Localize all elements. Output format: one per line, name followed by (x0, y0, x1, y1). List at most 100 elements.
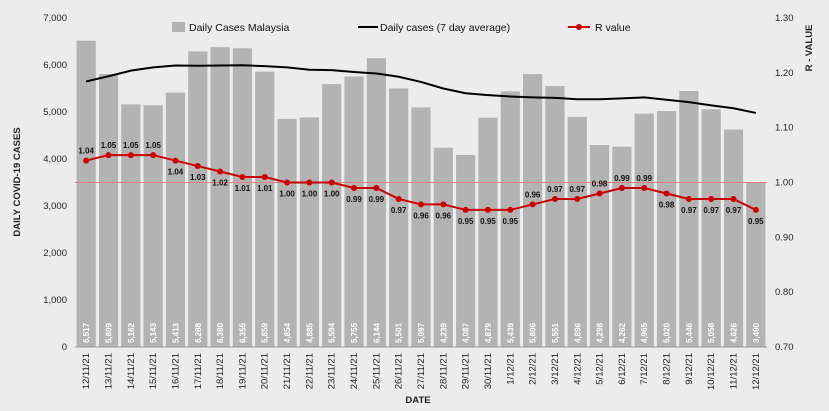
r-value-label: 0.98 (592, 179, 608, 188)
bar (634, 113, 654, 348)
bar (389, 88, 409, 347)
r-value-label: 1.03 (190, 173, 206, 182)
r-value-point (261, 174, 268, 181)
left-axis-tick: 5,000 (43, 107, 67, 118)
bar-value-label: 4,626 (730, 322, 739, 343)
x-axis-tick: 17/11/21 (193, 353, 204, 389)
legend-label: R value (595, 22, 631, 34)
r-value-label: 1.04 (78, 147, 94, 156)
bar-value-label: 5,020 (663, 322, 672, 343)
left-axis-tick: 2,000 (43, 248, 67, 259)
r-value-point (462, 206, 469, 213)
left-axis-tick: 1,000 (43, 295, 67, 306)
r-value-label: 1.01 (257, 184, 273, 193)
right-axis-title: R - VALUE (804, 25, 815, 72)
bar-value-label: 5,594 (328, 322, 337, 343)
r-value-label: 0.99 (369, 195, 385, 204)
bar (366, 58, 386, 347)
bar-value-label: 5,162 (127, 322, 136, 343)
bar (188, 51, 208, 348)
bar-value-label: 5,143 (149, 322, 158, 343)
r-value-label: 0.96 (436, 211, 452, 220)
right-axis-tick: 1.20 (775, 68, 794, 79)
r-value-label: 1.00 (324, 190, 340, 199)
legend-label: Daily cases (7 day average) (380, 22, 510, 34)
r-value-point (217, 168, 224, 175)
bar (277, 118, 297, 347)
r-value-label: 0.96 (413, 211, 429, 220)
bar (411, 107, 431, 347)
bar-value-label: 4,879 (484, 322, 493, 343)
bar-value-label: 4,965 (640, 322, 649, 343)
r-value-label: 0.99 (614, 174, 630, 183)
r-value-label: 0.95 (748, 217, 764, 226)
bar-value-label: 5,501 (395, 322, 404, 343)
r-value-label: 1.02 (212, 179, 228, 188)
r-value-point (328, 179, 335, 186)
bar-value-label: 6,288 (194, 322, 203, 343)
r-value-label: 0.97 (726, 206, 742, 215)
r-value-point (83, 157, 90, 164)
r-value-label: 1.00 (302, 190, 318, 199)
x-axis-tick: 12/12/21 (751, 353, 762, 390)
bar (746, 182, 766, 347)
bar-value-label: 5,446 (685, 322, 694, 343)
bar (723, 129, 744, 347)
bar (299, 117, 319, 347)
r-value-point (105, 152, 112, 159)
bar-value-label: 4,298 (596, 322, 605, 343)
r-value-point (574, 195, 581, 202)
bar (612, 146, 632, 347)
r-value-label: 0.97 (391, 206, 407, 215)
bar-value-label: 5,809 (104, 322, 113, 343)
bar (76, 40, 96, 347)
bar (210, 47, 230, 347)
bar-value-label: 6,355 (238, 322, 247, 343)
bar-value-label: 6,380 (216, 322, 225, 343)
r-value-label: 0.95 (503, 217, 519, 226)
seven-day-average-line (85, 64, 757, 114)
r-value-label: 0.99 (346, 195, 362, 204)
x-axis-tick: 15/11/21 (148, 353, 159, 389)
r-value-label: 1.05 (145, 141, 161, 150)
x-axis-tick: 25/11/21 (371, 353, 382, 389)
bar (165, 92, 186, 347)
bar (121, 104, 141, 347)
legend-bar-swatch (172, 22, 185, 32)
x-axis-tick: 4/12/21 (572, 353, 583, 385)
left-axis-tick: 6,000 (43, 60, 67, 71)
bar (656, 111, 677, 347)
right-axis-tick: 0.70 (775, 342, 794, 353)
bar-value-label: 5,755 (350, 322, 359, 343)
x-axis-tick: 8/12/21 (662, 353, 673, 385)
bar (701, 109, 721, 348)
bar (255, 71, 275, 347)
x-axis-tick: 16/11/21 (170, 353, 181, 389)
r-value-point (730, 195, 737, 202)
x-axis-tick: 21/11/21 (282, 353, 293, 389)
r-value-point (551, 195, 558, 202)
bar-value-label: 6,144 (372, 322, 381, 343)
bar (344, 76, 364, 347)
x-axis-tick: 11/12/21 (729, 353, 740, 389)
bar-value-label: 4,896 (573, 322, 582, 343)
bar (679, 91, 699, 347)
r-value-point (596, 190, 603, 197)
bar (143, 105, 163, 347)
x-axis-tick: 10/12/21 (706, 353, 717, 390)
right-axis-tick: 0.90 (775, 232, 794, 243)
bar (567, 116, 587, 347)
bar (478, 117, 498, 347)
bar-value-label: 5,551 (551, 322, 560, 343)
x-axis-tick: 14/11/21 (126, 353, 137, 389)
bar (545, 86, 565, 347)
bar-value-label: 3,490 (752, 322, 761, 343)
r-value-point (440, 201, 447, 208)
r-value-point (529, 201, 536, 208)
r-value-point (172, 157, 179, 164)
bar (433, 147, 453, 347)
right-axis-tick: 1.30 (775, 13, 794, 24)
r-value-point (418, 201, 424, 208)
x-axis-tick: 5/12/21 (595, 353, 606, 385)
